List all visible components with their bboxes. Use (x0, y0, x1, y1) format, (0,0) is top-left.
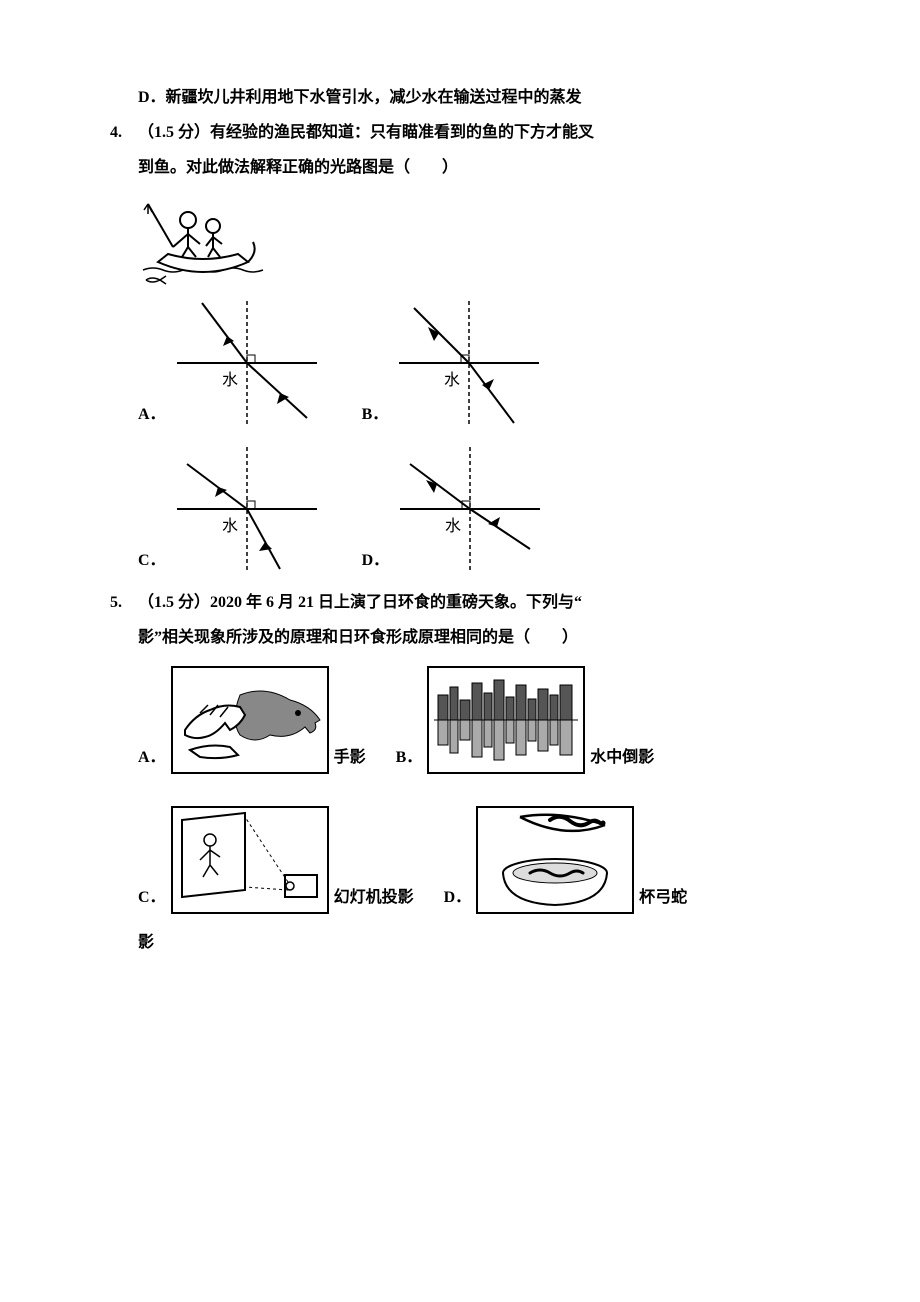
q4-water-d: 水 (445, 517, 461, 535)
q5-figure-d (475, 805, 635, 915)
q4-label-a: A． (138, 397, 166, 432)
q5-stem-line1: 2020 年 6 月 21 日上演了日环食的重磅天象。下列与“ (210, 594, 582, 611)
q5-stem-line2: 影”相关现象所涉及的原理和日环食形成原理相同的是（ ） (138, 629, 578, 646)
q4-diagram-c: 水 (172, 439, 322, 579)
q5-figure-b (426, 665, 586, 775)
q5-label-d: D． (444, 880, 472, 915)
q4-water-a: 水 (222, 371, 238, 389)
q4-diagram-b: 水 (394, 293, 544, 433)
q5-caption-c: 幻灯机投影 (334, 880, 414, 915)
q5-points: （1.5 分） (138, 594, 210, 611)
q4-points: （1.5 分） (138, 124, 210, 141)
q4-stem-line1: 有经验的渔民都知道：只有瞄准看到的鱼的下方才能叉 (210, 124, 594, 141)
q5-caption-a: 手影 (334, 740, 366, 775)
question-5: 5.（1.5 分）2020 年 6 月 21 日上演了日环食的重磅天象。下列与“… (110, 585, 810, 961)
q4-label-b: B． (362, 397, 389, 432)
q4-option-b: B． 水 (362, 293, 545, 433)
q4-water-b: 水 (444, 371, 460, 389)
q4-option-d: D． 水 (362, 439, 546, 579)
q5-caption-d: 杯弓蛇 (639, 880, 687, 915)
q4-label-d: D． (362, 543, 390, 578)
q5-option-b: B． (396, 665, 655, 775)
q5-caption-b: 水中倒影 (590, 740, 654, 775)
q4-boat-figure (138, 192, 810, 287)
q4-diagram-d: 水 (395, 439, 545, 579)
q5-label-b: B． (396, 740, 423, 775)
q5-figure-c (170, 805, 330, 915)
q5-number: 5. (110, 585, 138, 620)
q5-caption-d-line2: 影 (138, 934, 154, 951)
q5-option-c: C． 幻灯机投影 (138, 805, 414, 915)
q5-option-a: A． 手影 (138, 665, 366, 775)
q4-stem-line2: 到鱼。对此做法解释正确的光路图是（ ） (138, 159, 458, 176)
q4-label-c: C． (138, 543, 166, 578)
q4-water-c: 水 (222, 517, 238, 535)
question-4: 4.（1.5 分）有经验的渔民都知道：只有瞄准看到的鱼的下方才能叉 到鱼。对此做… (110, 115, 810, 578)
prev-option-d: D．新疆坎儿井利用地下水管引水，减少水在输送过程中的蒸发 (138, 89, 582, 106)
q5-label-a: A． (138, 740, 166, 775)
q4-number: 4. (110, 115, 138, 150)
q4-diagram-a: 水 (172, 293, 322, 433)
q5-label-c: C． (138, 880, 166, 915)
q4-option-a: A． 水 (138, 293, 322, 433)
q5-figure-a (170, 665, 330, 775)
q5-option-d: D． 杯弓蛇 (444, 805, 688, 915)
q4-option-c: C． 水 (138, 439, 322, 579)
